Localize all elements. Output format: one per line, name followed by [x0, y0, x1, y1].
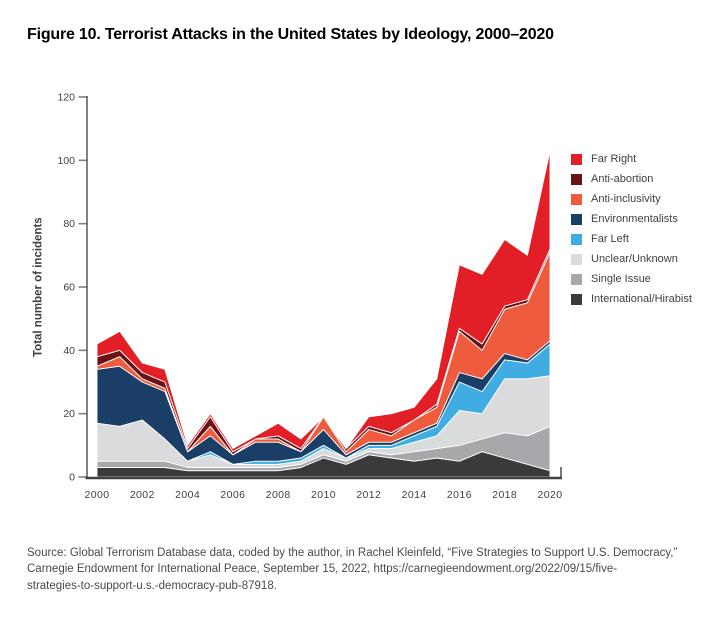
anti-abortion-swatch [571, 173, 582, 185]
legend-item-anti-inclusivity: Anti-inclusivity [571, 189, 692, 209]
x-tick-label: 2018 [492, 489, 517, 501]
legend-label: Far Right [591, 153, 637, 165]
x-tick-label: 2016 [447, 489, 472, 501]
x-tick-label: 2000 [85, 489, 110, 501]
legend-label: International/Hirabist [591, 293, 692, 305]
source-note: Source: Global Terrorism Database data, … [27, 545, 699, 594]
y-tick-label: 60 [63, 282, 75, 294]
source-line: Carnegie Endowment for International Pea… [27, 563, 618, 576]
legend-label: Single Issue [591, 273, 651, 285]
y-tick-label: 40 [63, 345, 75, 357]
legend-label: Unclear/Unknown [591, 253, 678, 265]
y-axis-title: Total number of incidents [32, 217, 45, 357]
y-tick-label: 100 [57, 155, 75, 167]
x-tick-label: 2010 [311, 489, 336, 501]
unclear-unknown-swatch [571, 253, 582, 265]
legend-label: Anti-abortion [591, 173, 654, 185]
legend-label: Far Left [591, 233, 629, 245]
x-tick-label: 2006 [220, 489, 245, 501]
figure-title: Figure 10. Terrorist Attacks in the Unit… [27, 26, 554, 43]
legend-item-far-right: Far Right [571, 149, 692, 169]
legend-item-single-issue: Single Issue [571, 269, 692, 289]
single-issue-swatch [571, 273, 582, 285]
environmentalists-swatch [571, 213, 582, 225]
x-tick-label: 2004 [175, 489, 200, 501]
legend-item-unclear-unknown: Unclear/Unknown [571, 249, 692, 269]
legend-label: Environmentalists [591, 213, 678, 225]
x-tick-label: 2020 [538, 489, 563, 501]
anti-inclusivity-swatch [571, 193, 582, 205]
x-tick-label: 2014 [402, 489, 427, 501]
legend-item-far-left: Far Left [571, 229, 692, 249]
far-right-swatch [571, 153, 582, 165]
legend-item-international-hirabist: International/Hirabist [571, 289, 692, 309]
area-band-far-right [96, 150, 551, 453]
x-tick-label: 2012 [356, 489, 381, 501]
y-tick-label: 120 [57, 92, 75, 104]
source-line: strategies-to-support-u.s.-democracy-pub… [27, 579, 277, 592]
y-tick-label: 0 [69, 472, 75, 484]
x-tick-label: 2002 [130, 489, 155, 501]
y-tick-label: 20 [63, 408, 75, 420]
chart-legend: Far Right Anti-abortion Anti-inclusivity En… [571, 149, 692, 309]
legend-label: Anti-inclusivity [591, 193, 661, 205]
far-left-swatch [571, 233, 582, 245]
chart-axes: 0 20 40 60 80 100 120 2000 2002 2004 2006 2008 2010 2… [57, 92, 562, 502]
legend-item-environmentalists: Environmentalists [571, 209, 692, 229]
y-tick-label: 80 [63, 218, 75, 230]
x-tick-label: 2008 [266, 489, 291, 501]
legend-item-anti-abortion: Anti-abortion [571, 169, 692, 189]
international-hirabist-swatch [571, 293, 582, 305]
source-line: Source: Global Terrorism Database data, … [27, 547, 678, 559]
